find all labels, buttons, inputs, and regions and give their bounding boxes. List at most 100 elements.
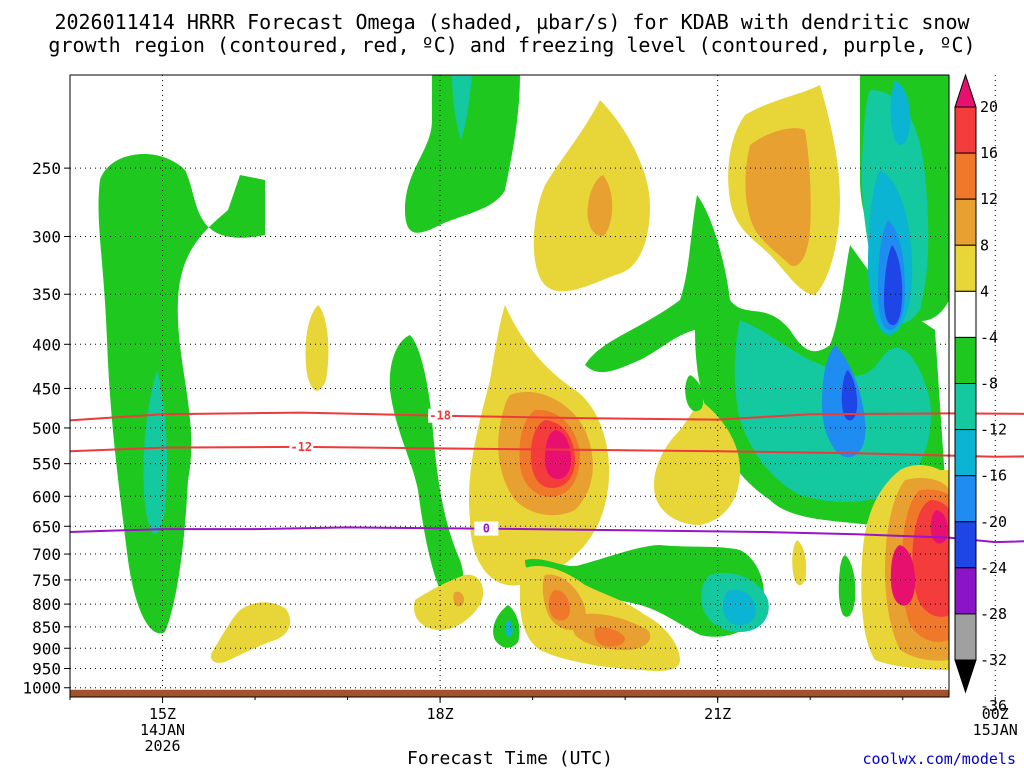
colorbar-swatch-10: [954, 521, 977, 569]
contour-line-0: [69, 526, 1024, 544]
colorbar-label: -24: [980, 559, 1007, 577]
x-tick-date-15Z: 14JAN: [140, 721, 185, 739]
contour-label-background: [428, 408, 453, 423]
omega-region-1: [98, 153, 265, 634]
chart-title-line-1: 2026011414 HRRR Forecast Omega (shaded, …: [54, 10, 970, 34]
omega-region-3: [405, 75, 520, 233]
x-axis-label: Forecast Time (UTC): [407, 748, 613, 768]
omega-region-20: [884, 245, 903, 326]
ground-fill: [70, 689, 949, 697]
colorbar-top-triangle: [954, 73, 977, 108]
x-tick-label-00Z: 00Z: [982, 705, 1009, 723]
colorbar-swatch-3: [954, 198, 977, 246]
colorbar-swatch-1: [954, 106, 977, 154]
omega-region-35: [722, 589, 756, 626]
contour-label--18: -18: [429, 409, 451, 423]
omega-region-36: [838, 555, 856, 617]
contour-lines: -18-18-12-120: [69, 408, 1024, 544]
colorbar-label: -32: [980, 651, 1007, 669]
colorbar-swatch-6: [954, 336, 977, 384]
omega-region-2: [143, 370, 168, 534]
y-tick-label-600: 600: [32, 487, 61, 506]
contour-label-background: [474, 521, 499, 536]
omega-region-25: [745, 128, 811, 266]
colorbar-swatch-2: [954, 152, 977, 200]
omega-region-45: [453, 591, 465, 607]
colorbar-label: -36: [980, 697, 1007, 715]
contour-line--18: [69, 411, 1024, 422]
y-tick-label-250: 250: [32, 159, 61, 178]
colorbar-label: 4: [980, 282, 989, 300]
x-tick-date-00Z: 15JAN: [973, 721, 1018, 739]
colorbar: 20 16 12 8 4 -4 -8 -12 -16 -20 -24 -28 -32 -36: [954, 73, 1007, 715]
omega-region-21: [890, 80, 911, 145]
colorbar-swatch-12: [954, 613, 977, 661]
y-tick-label-750: 750: [32, 571, 61, 590]
y-tick-label-300: 300: [32, 227, 61, 246]
colorbar-label: -28: [980, 605, 1007, 623]
plot-border: [69, 74, 950, 698]
y-tick-label-650: 650: [32, 517, 61, 536]
omega-region-33: [525, 545, 764, 637]
colorbar-swatch-11: [954, 567, 977, 615]
omega-region-4: [452, 75, 472, 140]
omega-region-46: [210, 602, 291, 663]
colorbar-swatch-4: [954, 244, 977, 292]
y-tick-label-500: 500: [32, 419, 61, 438]
y-tick-label-800: 800: [32, 595, 61, 614]
y-tick-label-350: 350: [32, 285, 61, 304]
omega-region-23: [841, 370, 858, 421]
colorbar-label: 16: [980, 144, 998, 162]
omega-region-8: [587, 175, 613, 236]
omega-region-41: [548, 590, 570, 621]
colorbar-label: -16: [980, 467, 1007, 485]
omega-region-44: [414, 574, 484, 630]
colorbar-bottom-triangle: [954, 659, 977, 694]
colorbar-label: 8: [980, 236, 989, 254]
colorbar-label: -8: [980, 375, 998, 393]
y-tick-label-700: 700: [32, 545, 61, 564]
plot-frame: [69, 74, 950, 698]
x-tick-label-21Z: 21Z: [704, 705, 731, 723]
x-tick-year-15Z: 2026: [144, 737, 180, 755]
y-tick-label-1000: 1000: [22, 679, 61, 698]
omega-region-31: [890, 545, 916, 606]
grid-lines: [70, 75, 996, 697]
colorbar-swatch-9: [954, 475, 977, 523]
omega-region-47: [792, 540, 807, 586]
colorbar-label: -12: [980, 421, 1007, 439]
omega-shading: [98, 75, 949, 671]
contour-label-0: 0: [483, 522, 490, 536]
colorbar-label: 20: [980, 98, 998, 116]
credit-link[interactable]: coolwx.com/models: [862, 750, 1016, 768]
omega-region-43: [594, 627, 625, 647]
omega-region-32: [930, 510, 948, 544]
y-tick-label-550: 550: [32, 455, 61, 474]
y-tick-label-450: 450: [32, 379, 61, 398]
y-tick-label-950: 950: [32, 660, 61, 679]
y-axis: 250 300 350 400 450 500 550 600 650 700 750 800 850 9…: [22, 159, 70, 698]
y-tick-label-400: 400: [32, 335, 61, 354]
colorbar-label: -4: [980, 328, 998, 346]
omega-region-13: [544, 430, 572, 480]
chart-title-line-2: growth region (contoured, red, ºC) and f…: [48, 33, 975, 57]
omega-region-48: [685, 375, 704, 412]
omega-region-38: [505, 620, 513, 637]
omega-region-26: [654, 400, 740, 525]
colorbar-swatch-8: [954, 429, 977, 477]
x-axis: 15Z14JAN202618Z21Z00Z15JAN03Z06Z: [69, 697, 1018, 755]
y-tick-label-900: 900: [32, 639, 61, 658]
colorbar-swatch-7: [954, 383, 977, 431]
contour-label-background: [289, 439, 314, 454]
colorbar-label: 12: [980, 190, 998, 208]
x-tick-label-15Z: 15Z: [149, 705, 176, 723]
colorbar-swatch-5: [954, 290, 977, 338]
y-tick-label-850: 850: [32, 618, 61, 637]
contour-line--12: [69, 445, 1024, 458]
contour-label--12: -12: [290, 440, 312, 454]
colorbar-label: -20: [980, 513, 1007, 531]
x-tick-label-18Z: 18Z: [427, 705, 454, 723]
omega-region-6: [305, 305, 329, 391]
ground-surface: [70, 689, 949, 697]
